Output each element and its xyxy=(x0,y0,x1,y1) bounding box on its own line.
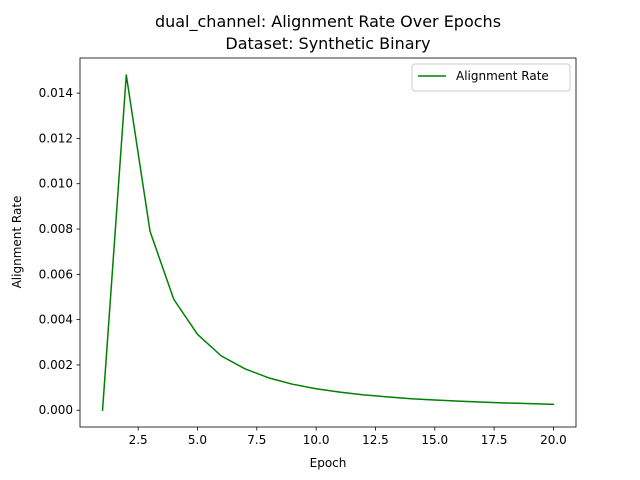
x-tick-label: 20.0 xyxy=(540,433,567,447)
y-axis-label: Alignment Rate xyxy=(10,196,24,289)
x-tick-label: 7.5 xyxy=(247,433,266,447)
x-tick-label: 5.0 xyxy=(188,433,207,447)
x-axis-ticks: 2.5 5.0 7.5 10.0 12.5 15.0 17.5 20.0 xyxy=(129,427,567,447)
plot-frame xyxy=(79,57,577,428)
x-tick-label: 15.0 xyxy=(421,433,448,447)
y-tick-label: 0.012 xyxy=(39,131,73,145)
y-tick-label: 0.002 xyxy=(39,358,73,372)
y-axis-ticks: 0.000 0.002 0.004 0.006 0.008 0.010 0.012 0.014 xyxy=(39,86,80,417)
x-tick-label: 17.5 xyxy=(481,433,508,447)
y-tick-label: 0.010 xyxy=(39,177,73,191)
x-tick-label: 12.5 xyxy=(362,433,389,447)
y-tick-label: 0.000 xyxy=(39,403,73,417)
x-tick-label: 10.0 xyxy=(303,433,330,447)
y-tick-label: 0.006 xyxy=(39,267,73,281)
chart-title: dual_channel: Alignment Rate Over Epochs xyxy=(155,12,501,32)
series-line-alignment-rate xyxy=(101,74,555,412)
x-axis-label: Epoch xyxy=(310,456,347,470)
chart-subtitle: Dataset: Synthetic Binary xyxy=(225,34,430,53)
legend-box xyxy=(411,63,571,92)
legend-label-alignment-rate: Alignment Rate xyxy=(456,69,549,83)
y-tick-label: 0.008 xyxy=(39,222,73,236)
y-tick-label: 0.004 xyxy=(39,313,73,327)
x-tick-label: 2.5 xyxy=(129,433,148,447)
y-tick-label: 0.014 xyxy=(39,86,73,100)
legend: Alignment Rate xyxy=(411,63,571,92)
